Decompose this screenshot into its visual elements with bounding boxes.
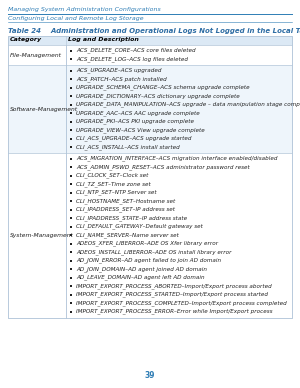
Text: Log and Description: Log and Description bbox=[68, 38, 139, 43]
Text: AD_LEAVE_DOMAIN–AD agent left AD domain: AD_LEAVE_DOMAIN–AD agent left AD domain bbox=[76, 274, 205, 280]
Bar bbox=[66, 153, 292, 317]
Text: AD_JOIN_DOMAIN–AD agent joined AD domain: AD_JOIN_DOMAIN–AD agent joined AD domain bbox=[76, 266, 207, 272]
Bar bbox=[70, 294, 72, 296]
Text: CLI_ACS_INSTALL–ACS install started: CLI_ACS_INSTALL–ACS install started bbox=[76, 144, 180, 150]
Bar bbox=[66, 45, 292, 65]
Bar bbox=[66, 65, 292, 153]
Bar bbox=[70, 234, 72, 236]
Text: Managing System Administration Configurations: Managing System Administration Configura… bbox=[8, 7, 161, 12]
Bar bbox=[70, 104, 72, 106]
Bar bbox=[70, 251, 72, 253]
Bar bbox=[70, 78, 72, 80]
Text: ACS_ADMIN_PSWD_RESET–ACS administrator password reset: ACS_ADMIN_PSWD_RESET–ACS administrator p… bbox=[76, 164, 250, 170]
Text: UPGRADE_DICTIONARY–ACS dictionary upgrade complete: UPGRADE_DICTIONARY–ACS dictionary upgrad… bbox=[76, 93, 240, 99]
Bar bbox=[70, 175, 72, 177]
Text: IMPORT_EXPORT_PROCESS_COMPLETED–Import/Export process completed: IMPORT_EXPORT_PROCESS_COMPLETED–Import/E… bbox=[76, 300, 287, 306]
Text: CLI_DEFAULT_GATEWAY–Default gateway set: CLI_DEFAULT_GATEWAY–Default gateway set bbox=[76, 223, 203, 229]
Text: AD_JOIN_ERROR–AD agent failed to join AD domain: AD_JOIN_ERROR–AD agent failed to join AD… bbox=[76, 258, 221, 263]
Bar bbox=[70, 226, 72, 228]
Bar bbox=[70, 146, 72, 148]
Text: UPGRADE_PKI–ACS PKI upgrade complete: UPGRADE_PKI–ACS PKI upgrade complete bbox=[76, 118, 194, 124]
Text: Software-Management: Software-Management bbox=[10, 106, 78, 111]
Text: Configuring Local and Remote Log Storage: Configuring Local and Remote Log Storage bbox=[8, 16, 144, 21]
Bar bbox=[70, 87, 72, 88]
Bar bbox=[8, 36, 292, 45]
Bar bbox=[70, 184, 72, 185]
Text: CLI_IPADDRESS_STATE–IP address state: CLI_IPADDRESS_STATE–IP address state bbox=[76, 215, 187, 221]
Text: ADEOS_INSTALL_LIBERROR–ADE OS install library error: ADEOS_INSTALL_LIBERROR–ADE OS install li… bbox=[76, 249, 232, 255]
Text: ADEOS_XFER_LIBERROR–ADE OS Xfer library error: ADEOS_XFER_LIBERROR–ADE OS Xfer library … bbox=[76, 241, 218, 246]
Text: CLI_ACS_UPGRADE–ACS upgrade started: CLI_ACS_UPGRADE–ACS upgrade started bbox=[76, 135, 191, 141]
Bar bbox=[8, 153, 66, 317]
Text: IMPORT_EXPORT_PROCESS_STARTED–Import/Export process started: IMPORT_EXPORT_PROCESS_STARTED–Import/Exp… bbox=[76, 291, 268, 297]
Text: ACS_PATCH–ACS patch installed: ACS_PATCH–ACS patch installed bbox=[76, 76, 167, 82]
Text: IMPORT_EXPORT_PROCESS_ERROR–Error while Import/Export process: IMPORT_EXPORT_PROCESS_ERROR–Error while … bbox=[76, 308, 272, 314]
Bar bbox=[70, 260, 72, 262]
Bar bbox=[70, 209, 72, 211]
Text: ACS_UPGRADE–ACS upgraded: ACS_UPGRADE–ACS upgraded bbox=[76, 68, 161, 73]
Bar bbox=[70, 302, 72, 304]
Text: File-Management: File-Management bbox=[10, 52, 62, 57]
Bar bbox=[70, 70, 72, 72]
Bar bbox=[70, 129, 72, 131]
Text: CLI_CLOCK_SET–Clock set: CLI_CLOCK_SET–Clock set bbox=[76, 173, 148, 178]
Bar bbox=[70, 277, 72, 279]
Text: UPGRADE_AAC–ACS AAC upgrade complete: UPGRADE_AAC–ACS AAC upgrade complete bbox=[76, 110, 200, 116]
Bar bbox=[8, 45, 66, 65]
Text: CLI_HOSTNAME_SET–Hostname set: CLI_HOSTNAME_SET–Hostname set bbox=[76, 198, 175, 204]
Bar bbox=[70, 158, 72, 159]
Bar bbox=[8, 36, 292, 317]
Bar bbox=[70, 113, 72, 114]
Bar bbox=[70, 268, 72, 270]
Text: Category: Category bbox=[10, 38, 42, 43]
Text: ACS_MIGRATION_INTERFACE–ACS migration interface enabled/disabled: ACS_MIGRATION_INTERFACE–ACS migration in… bbox=[76, 156, 278, 161]
Text: Table 24    Administration and Operational Logs Not Logged in the Local Target (: Table 24 Administration and Operational … bbox=[8, 27, 300, 34]
Text: ACS_DELETE_LOG–ACS log files deleted: ACS_DELETE_LOG–ACS log files deleted bbox=[76, 56, 188, 62]
Bar bbox=[70, 50, 72, 52]
Text: 39: 39 bbox=[145, 371, 155, 380]
Text: CLI_TZ_SET–Time zone set: CLI_TZ_SET–Time zone set bbox=[76, 181, 151, 187]
Text: System-Management: System-Management bbox=[10, 233, 74, 238]
Bar bbox=[70, 95, 72, 97]
Text: UPGRADE_DATA_MANIPULATION–ACS upgrade – data manipulation stage complete: UPGRADE_DATA_MANIPULATION–ACS upgrade – … bbox=[76, 102, 300, 107]
Bar bbox=[70, 138, 72, 140]
Text: CLI_IPADDRESS_SET–IP address set: CLI_IPADDRESS_SET–IP address set bbox=[76, 206, 175, 212]
Bar bbox=[70, 285, 72, 287]
Bar bbox=[70, 166, 72, 168]
Bar bbox=[70, 200, 72, 202]
Text: IMPORT_EXPORT_PROCESS_ABORTED–Import/Export process aborted: IMPORT_EXPORT_PROCESS_ABORTED–Import/Exp… bbox=[76, 283, 272, 289]
Text: UPGRADE_VIEW–ACS View upgrade complete: UPGRADE_VIEW–ACS View upgrade complete bbox=[76, 127, 205, 133]
Text: CLI_NTP_SET–NTP Server set: CLI_NTP_SET–NTP Server set bbox=[76, 189, 157, 195]
Bar bbox=[70, 58, 72, 60]
Bar bbox=[70, 243, 72, 245]
Bar bbox=[70, 192, 72, 194]
Text: UPGRADE_SCHEMA_CHANGE–ACS schema upgrade complete: UPGRADE_SCHEMA_CHANGE–ACS schema upgrade… bbox=[76, 85, 250, 90]
Text: CLI_NAME_SERVER–Name server set: CLI_NAME_SERVER–Name server set bbox=[76, 232, 179, 238]
Bar bbox=[8, 65, 66, 153]
Bar bbox=[70, 217, 72, 219]
Bar bbox=[70, 121, 72, 123]
Text: ACS_DELETE_CORE–ACS core files deleted: ACS_DELETE_CORE–ACS core files deleted bbox=[76, 47, 196, 53]
Bar bbox=[70, 311, 72, 313]
